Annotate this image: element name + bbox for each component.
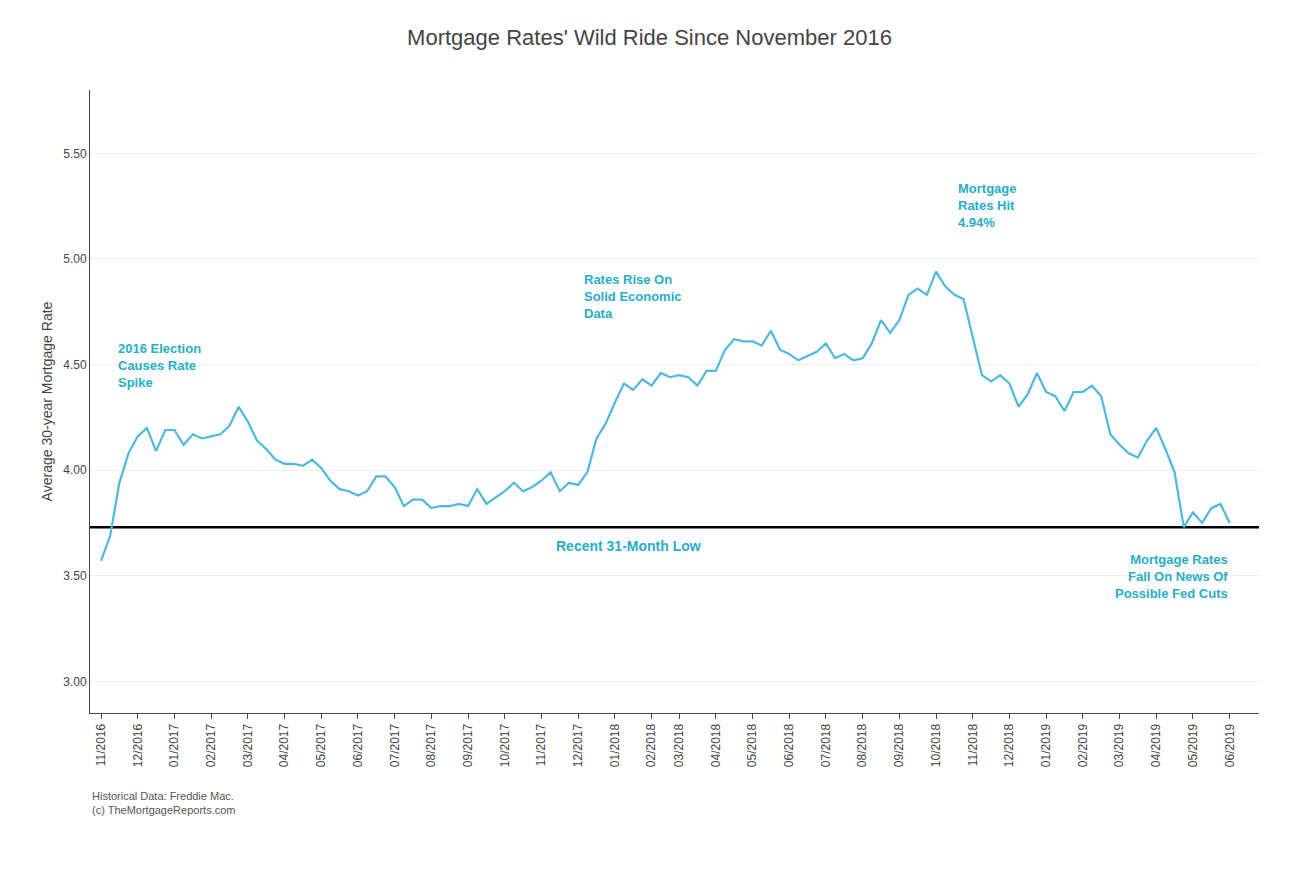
svg-text:03/2017: 03/2017 [241, 723, 255, 767]
svg-text:06/2017: 06/2017 [351, 723, 365, 767]
svg-text:MortgageRates Hit4.94%: MortgageRates Hit4.94% [958, 181, 1017, 230]
svg-text:05/2018: 05/2018 [745, 723, 759, 767]
svg-text:03/2018: 03/2018 [672, 723, 686, 767]
svg-text:12/2016: 12/2016 [131, 723, 145, 767]
svg-text:05/2019: 05/2019 [1186, 723, 1200, 767]
svg-text:3.50: 3.50 [63, 569, 87, 583]
svg-text:5.50: 5.50 [63, 147, 87, 161]
svg-text:01/2017: 01/2017 [167, 723, 181, 767]
svg-text:4.00: 4.00 [63, 463, 87, 477]
svg-text:Average 30-year Mortgage Rate: Average 30-year Mortgage Rate [39, 301, 55, 501]
svg-text:08/2017: 08/2017 [424, 723, 438, 767]
svg-text:10/2018: 10/2018 [929, 723, 943, 767]
svg-text:04/2017: 04/2017 [277, 723, 291, 767]
svg-text:02/2018: 02/2018 [644, 723, 658, 767]
svg-text:10/2017: 10/2017 [498, 723, 512, 767]
svg-text:01/2019: 01/2019 [1039, 723, 1053, 767]
svg-text:01/2018: 01/2018 [608, 723, 622, 767]
svg-text:5.00: 5.00 [63, 252, 87, 266]
svg-text:02/2017: 02/2017 [204, 723, 218, 767]
svg-text:09/2017: 09/2017 [461, 723, 475, 767]
svg-text:05/2017: 05/2017 [314, 723, 328, 767]
svg-text:4.50: 4.50 [63, 358, 87, 372]
svg-text:Mortgage Rates' Wild Ride Sinc: Mortgage Rates' Wild Ride Since November… [407, 25, 892, 50]
svg-text:04/2018: 04/2018 [709, 723, 723, 767]
svg-text:12/2018: 12/2018 [1002, 723, 1016, 767]
svg-text:11/2017: 11/2017 [534, 723, 548, 766]
svg-text:06/2018: 06/2018 [782, 723, 796, 767]
svg-text:06/2019: 06/2019 [1223, 723, 1237, 767]
svg-text:07/2018: 07/2018 [819, 723, 833, 767]
svg-text:03/2019: 03/2019 [1112, 723, 1126, 767]
svg-text:11/2016: 11/2016 [94, 723, 108, 766]
svg-text:08/2018: 08/2018 [856, 723, 870, 767]
svg-text:07/2017: 07/2017 [388, 723, 402, 767]
svg-text:Historical Data: Freddie Mac.(: Historical Data: Freddie Mac.(c) TheMort… [92, 790, 235, 816]
svg-text:Mortgage RatesFall On News OfP: Mortgage RatesFall On News OfPossible Fe… [1115, 552, 1228, 601]
svg-text:02/2019: 02/2019 [1076, 723, 1090, 767]
svg-text:11/2018: 11/2018 [966, 723, 980, 766]
svg-text:3.00: 3.00 [63, 675, 87, 689]
svg-text:09/2018: 09/2018 [892, 723, 906, 767]
svg-text:12/2017: 12/2017 [571, 723, 585, 767]
svg-text:Recent 31-Month Low: Recent 31-Month Low [556, 538, 701, 554]
svg-text:2016 ElectionCauses RateSpike: 2016 ElectionCauses RateSpike [118, 341, 201, 390]
svg-text:Rates Rise OnSolid EconomicDat: Rates Rise OnSolid EconomicData [584, 272, 682, 321]
svg-text:04/2019: 04/2019 [1149, 723, 1163, 767]
